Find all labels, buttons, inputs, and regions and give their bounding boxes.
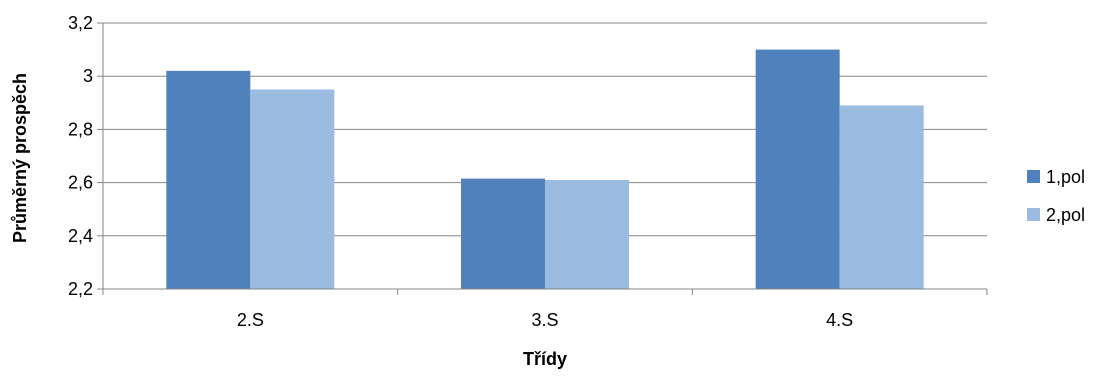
bar-3.S-2,pol <box>545 179 629 289</box>
bar-3.S-1,pol <box>461 178 545 289</box>
y-tick-label: 2,6 <box>68 173 93 193</box>
x-tick-labels: 2.S 3.S 4.S <box>237 310 853 330</box>
bar-2.S-1,pol <box>166 70 251 289</box>
legend-swatch <box>1027 170 1040 183</box>
legend-swatch <box>1027 208 1040 221</box>
y-tick-labels: 2,2 2,4 2,6 2,8 3 3,2 <box>68 13 93 299</box>
legend-label: 1,pol <box>1046 167 1085 187</box>
y-tick-label: 2,8 <box>68 119 93 139</box>
bar-2.S-2,pol <box>250 89 335 289</box>
x-tick-label: 3.S <box>531 310 558 330</box>
legend: 1,pol 2,pol <box>1027 167 1085 225</box>
bars <box>166 49 924 290</box>
y-tick-label: 3,2 <box>68 13 93 33</box>
x-tick-label: 2.S <box>237 310 264 330</box>
axes <box>97 22 988 295</box>
bar-4.S-1,pol <box>755 49 840 289</box>
bar-4.S-2,pol <box>839 105 924 290</box>
y-tick-label: 2,2 <box>68 279 93 299</box>
legend-label: 2,pol <box>1046 205 1085 225</box>
y-tick-label: 2,4 <box>68 226 93 246</box>
x-tick-label: 4.S <box>826 310 853 330</box>
x-axis-title: Třídy <box>523 349 567 369</box>
y-axis-title: Průměrný prospěch <box>10 73 30 243</box>
y-tick-label: 3 <box>83 66 93 86</box>
